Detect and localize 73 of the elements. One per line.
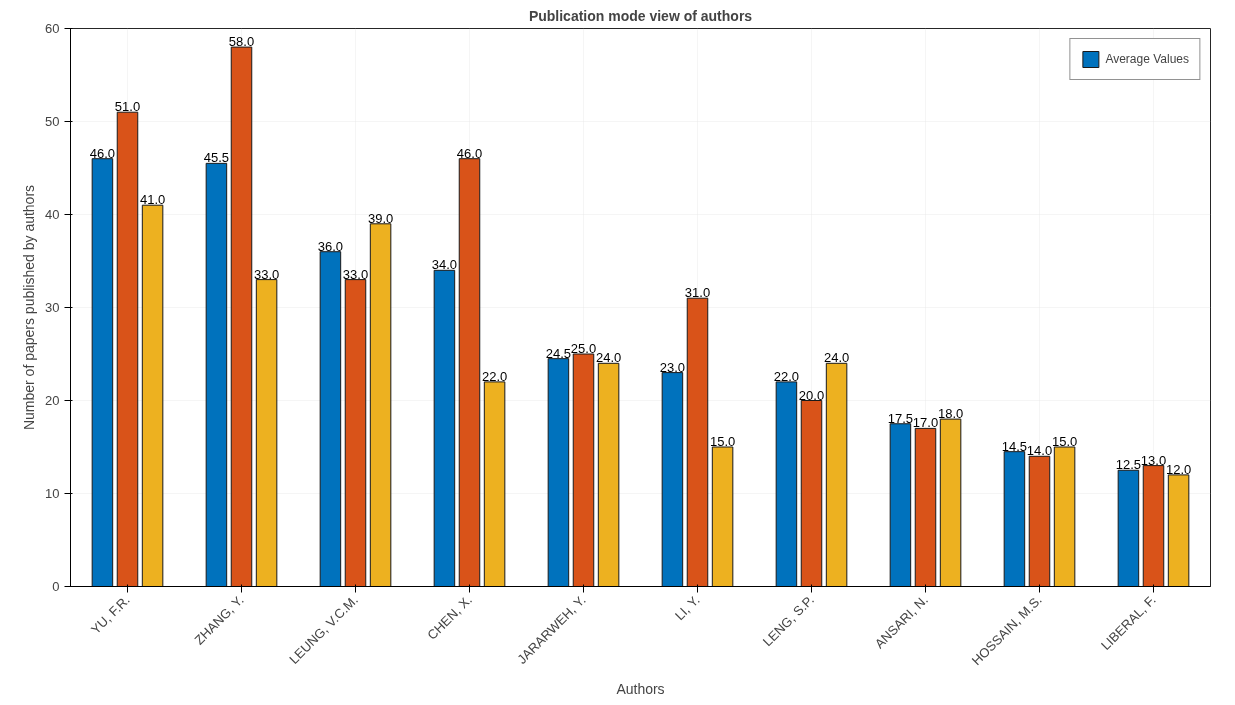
data-label: 31.0 [684,285,711,301]
data-label: 14.0 [1026,443,1053,459]
data-label: 17.5 [887,410,914,426]
bar [230,46,253,587]
y-tick-label: 40 [45,207,60,222]
data-label: 39.0 [367,210,394,226]
y-tick-label: 30 [45,300,60,315]
legend-label: Average Values [1105,52,1189,66]
data-label: 24.0 [823,350,850,366]
y-tick-label: 10 [45,486,60,501]
data-label: 24.0 [595,350,622,366]
bar [91,158,114,587]
bar [597,362,620,587]
data-label: 18.0 [937,406,964,422]
bar [116,111,139,587]
data-label: 12.5 [1115,457,1142,473]
chart-title: Publication mode view of authors [528,7,753,24]
x-tick-label: LI, Y. [671,592,703,624]
bar [255,279,278,587]
data-label: 25.0 [570,341,597,356]
bar [1117,469,1140,587]
bar [433,269,456,587]
data-label: 13.0 [1140,452,1167,468]
data-label: 22.0 [773,368,800,384]
data-label: 15.0 [709,434,736,449]
data-label: 36.0 [317,238,344,254]
bar [547,358,570,587]
data-label: 41.0 [139,192,166,208]
bar [1053,446,1076,587]
bar [825,362,848,587]
bar [775,381,798,587]
data-label: 33.0 [342,266,369,282]
data-label: 12.0 [1165,461,1192,477]
data-label: 15.0 [1051,434,1078,449]
data-label: 14.5 [1001,438,1028,454]
bar [939,418,962,587]
bar [1003,451,1026,587]
bar [344,279,367,587]
bar [483,381,506,587]
bar [319,251,342,587]
bar [711,446,734,587]
bar [686,297,709,587]
bar [572,353,595,587]
data-label: 17.0 [912,415,939,431]
data-label: 58.0 [228,34,255,50]
bar [914,427,937,587]
bar [1142,465,1165,587]
y-tick-label: 60 [45,21,60,36]
data-label: 33.0 [253,266,280,282]
data-label: 46.0 [456,145,483,161]
bar [889,423,912,587]
bar [800,400,823,587]
bar [661,372,684,587]
bar [369,223,392,587]
data-label: 45.5 [203,150,230,166]
y-tick-label: 20 [45,393,60,408]
x-tick-label: YU, F.R. [87,592,133,638]
data-label: 20.0 [798,387,825,403]
y-axis-title: Number of papers published by authors [21,184,38,431]
data-label: 23.0 [659,359,686,375]
bar [1167,474,1190,587]
y-tick-label: 0 [52,579,60,594]
data-label: 34.0 [431,257,458,273]
data-label: 22.0 [481,368,508,384]
bar [205,162,228,587]
data-label: 51.0 [114,99,141,115]
bar [141,204,164,587]
x-axis-title: Authors [616,681,665,698]
bar [458,158,481,587]
y-tick-label: 50 [45,114,60,129]
data-label: 24.5 [545,345,572,361]
data-label: 46.0 [89,145,116,161]
bar [1028,455,1051,587]
